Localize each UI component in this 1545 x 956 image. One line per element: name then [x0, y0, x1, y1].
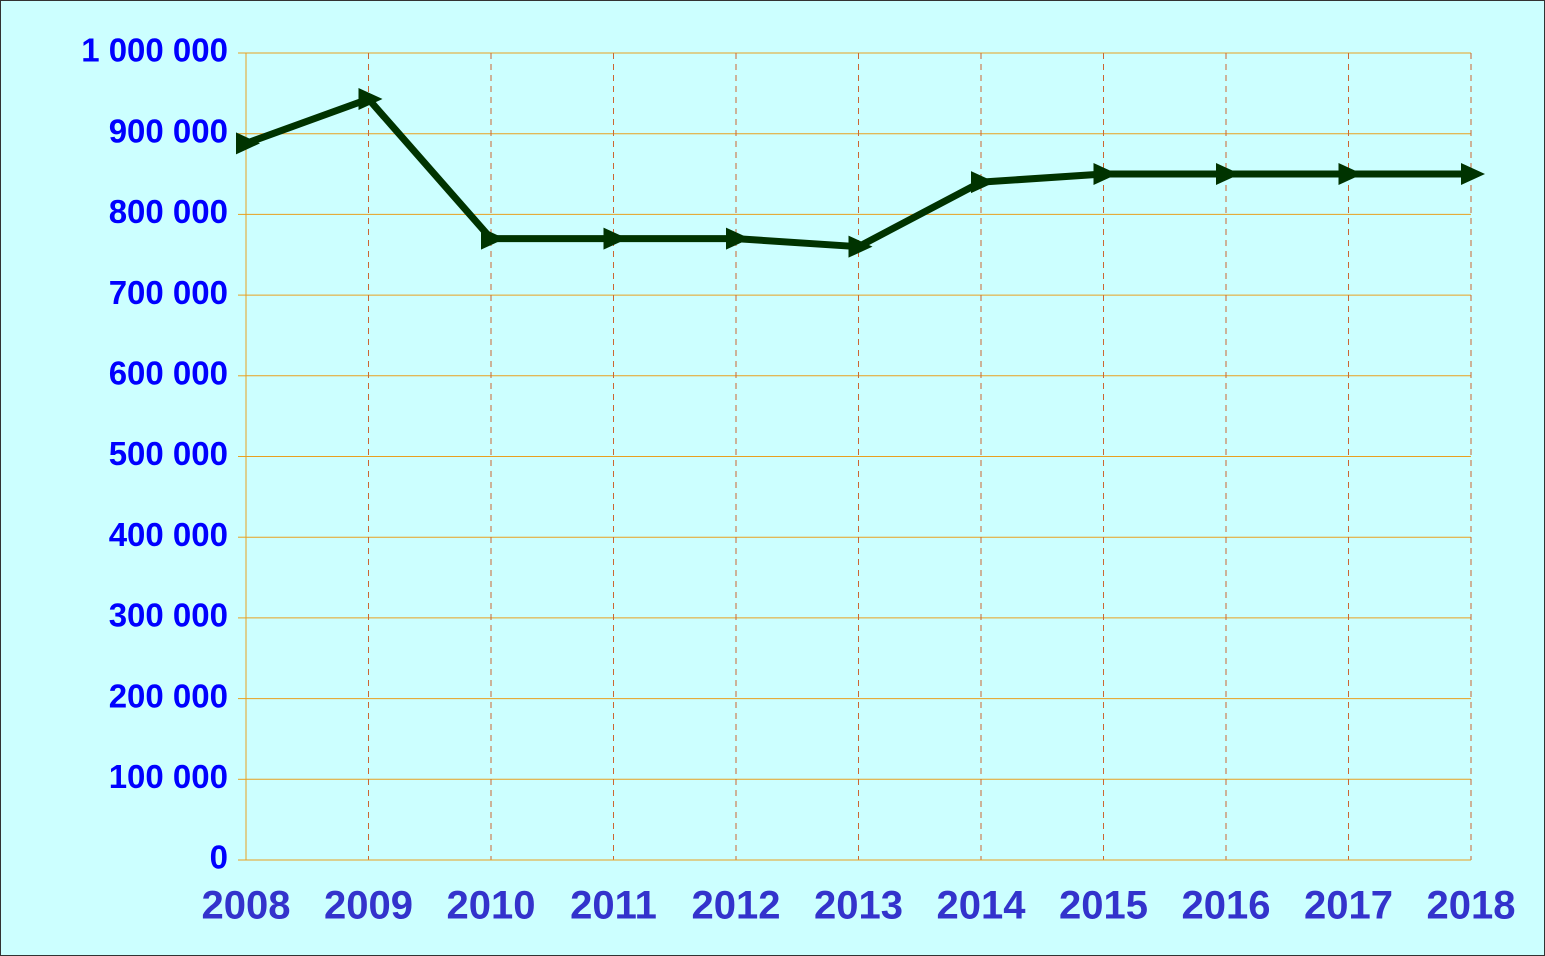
y-tick-label: 200 000: [109, 677, 228, 714]
marker: [848, 235, 873, 258]
x-tick-label: 2016: [1182, 884, 1271, 928]
y-tick-label: 100 000: [109, 758, 228, 795]
x-tick-label: 2012: [692, 884, 781, 928]
x-tick-label: 2010: [447, 884, 536, 928]
y-tick-label: 400 000: [109, 516, 228, 553]
x-tick-label: 2011: [570, 884, 657, 928]
marker: [726, 227, 750, 250]
x-tick-label: 2009: [324, 884, 413, 928]
x-tick-label: 2008: [202, 884, 291, 928]
y-tick-label: 0: [210, 839, 228, 876]
x-tick-label: 2017: [1304, 884, 1393, 928]
y-tick-label: 900 000: [109, 112, 228, 149]
x-tick-label: 2015: [1059, 884, 1148, 928]
marker: [358, 87, 383, 110]
x-tick-label: 2018: [1427, 884, 1516, 928]
marker: [1461, 163, 1485, 186]
marker: [971, 171, 995, 194]
y-tick-label: 600 000: [109, 355, 228, 392]
x-tick-label: 2014: [937, 884, 1027, 928]
marker: [236, 132, 260, 155]
x-tick-label: 2013: [814, 884, 903, 928]
marker: [1338, 163, 1363, 186]
y-tick-label: 700 000: [109, 274, 228, 311]
marker: [1093, 163, 1118, 186]
y-tick-label: 500 000: [109, 435, 228, 472]
y-tick-label: 800 000: [109, 193, 228, 230]
marker: [481, 227, 505, 250]
y-tick-label: 300 000: [109, 597, 228, 634]
marker: [1216, 163, 1240, 186]
y-tick-label: 1 000 000: [81, 32, 228, 69]
marker: [603, 227, 628, 250]
